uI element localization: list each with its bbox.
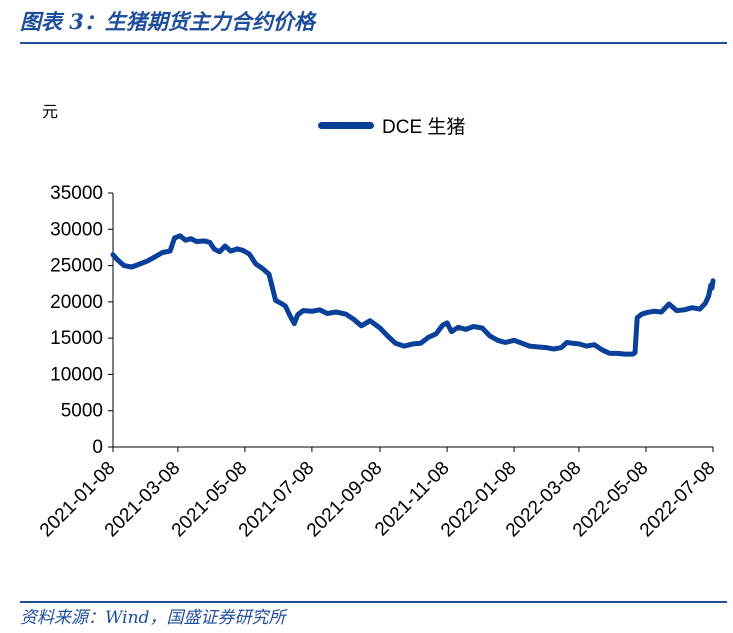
title-rule (20, 42, 727, 44)
y-tick-label: 5000 (61, 401, 103, 422)
y-tick-label: 25000 (50, 256, 103, 277)
x-axis: 2021-01-082021-03-082021-05-082021-07-08… (36, 446, 720, 541)
series-layer (110, 233, 716, 357)
legend-swatch (318, 121, 374, 129)
legend-label: DCE 生猪 (382, 116, 466, 138)
y-tick-label: 20000 (50, 292, 103, 313)
chart-title: 图表 3：生猪期货主力合约价格 (20, 9, 315, 34)
y-tick-label: 30000 (50, 219, 103, 240)
legend: DCE 生猪 (318, 112, 465, 138)
source-note: 资料来源：Wind，国盛证券研究所 (20, 608, 286, 628)
y-tick-label: 15000 (50, 328, 103, 349)
y-axis: 0 5000 10000 15000 20000 25000 30000 35000 (50, 183, 114, 458)
y-axis-unit: 元 (42, 102, 59, 121)
footer-rule (20, 601, 727, 603)
series-line (110, 233, 716, 357)
y-tick-label: 0 (92, 437, 103, 458)
y-tick-label: 35000 (50, 183, 103, 204)
y-tick-label: 10000 (50, 364, 103, 385)
